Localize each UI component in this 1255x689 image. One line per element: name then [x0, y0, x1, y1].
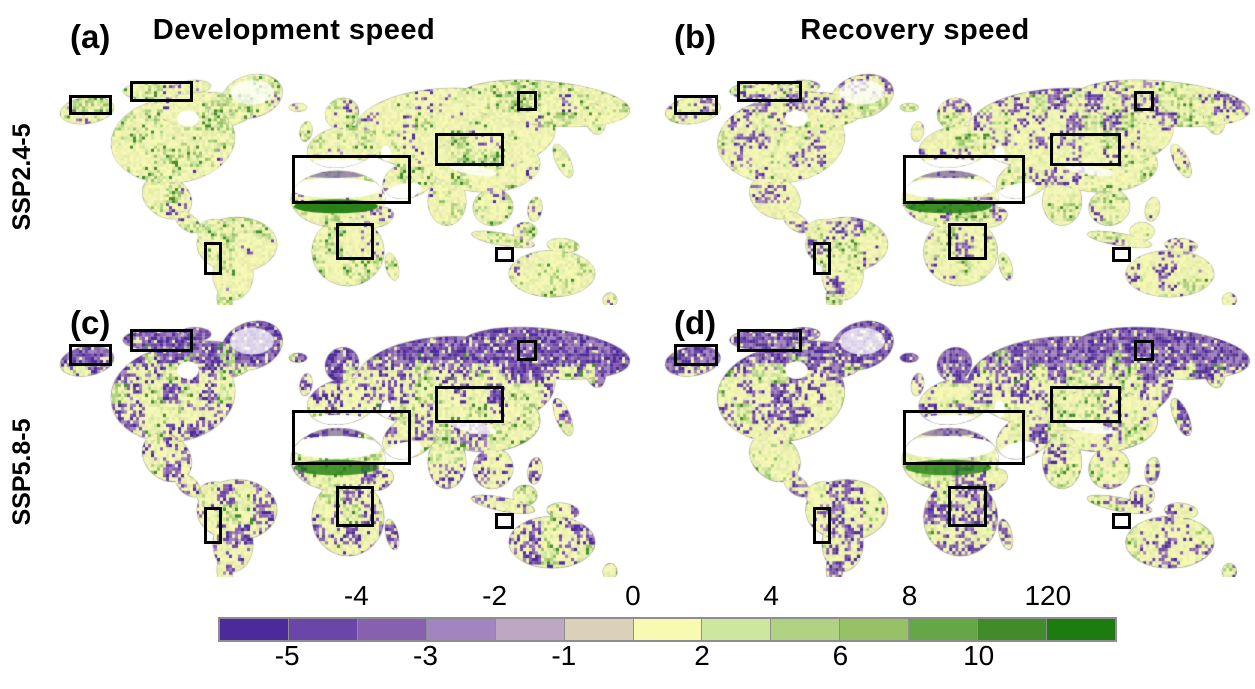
colorbar-tick--2: -2 [482, 580, 508, 611]
region-box-sahara-sahel [903, 410, 1026, 466]
world-map-canvas-b [660, 58, 1255, 305]
region-box-chile-andes [204, 241, 223, 275]
region-box-east-asia [1049, 132, 1121, 166]
row-label-ssp585: SSP5.8-5 [8, 418, 36, 526]
region-box-chile-andes [812, 241, 832, 275]
colorbar-segment-3 [426, 619, 496, 640]
column-title-development-speed: Development speed [152, 14, 436, 46]
colorbar-tick-10: 10 [963, 640, 995, 671]
colorbar-tick--3: -3 [413, 640, 438, 671]
colorbar-tick-120: 120 [1024, 580, 1072, 611]
region-box-sahara-sahel [903, 154, 1026, 205]
region-box-southern-africa [335, 486, 374, 527]
colorbar-tick-6: 6 [832, 640, 849, 671]
world-map-canvas-d [660, 303, 1255, 577]
colorbar-segment-10 [909, 619, 979, 640]
region-box-chile-andes [204, 506, 223, 544]
region-box-alaska [674, 344, 719, 366]
region-box-ne-siberia [1134, 91, 1155, 111]
region-box-east-asia [434, 385, 504, 423]
colorbar-tick-8: 8 [901, 580, 918, 611]
colorbar-segment-6 [633, 619, 703, 640]
region-box-australia [1111, 513, 1132, 529]
colorbar-segment-12 [1047, 619, 1115, 640]
colorbar-tick-2: 2 [694, 640, 710, 671]
colorbar-tick--4: -4 [343, 580, 369, 611]
colorbar-segment-9 [840, 619, 910, 640]
column-title-recovery-speed: Recovery speed [800, 14, 1030, 46]
region-box-australia [495, 247, 515, 262]
region-box-alaska [68, 344, 112, 366]
region-box-northern-canada [129, 81, 194, 103]
region-box-australia [1111, 247, 1132, 262]
colorbar-segment-7 [702, 619, 772, 640]
colorbar-segment-4 [495, 619, 565, 640]
colorbar [218, 617, 1117, 642]
colorbar-tick-4: 4 [763, 580, 780, 611]
region-box-sahara-sahel [292, 410, 412, 466]
region-box-ne-siberia [517, 91, 537, 111]
map-panel-b [660, 58, 1255, 305]
region-box-northern-canada [736, 328, 802, 353]
region-box-northern-canada [129, 328, 194, 353]
region-box-ne-siberia [517, 339, 537, 362]
map-panel-a [55, 58, 635, 305]
region-box-southern-africa [947, 486, 988, 527]
colorbar-tick--1: -1 [551, 640, 577, 671]
colorbar-segment-5 [564, 619, 634, 640]
colorbar-tick--5: -5 [274, 640, 300, 671]
region-box-east-asia [434, 132, 504, 166]
row-label-ssp245: SSP2.4-5 [8, 123, 36, 231]
region-box-alaska [68, 95, 112, 115]
region-box-southern-africa [335, 223, 374, 260]
region-box-chile-andes [812, 506, 832, 544]
world-map-canvas-a [55, 58, 635, 305]
map-panel-d [660, 303, 1255, 577]
colorbar-segment-11 [978, 619, 1048, 640]
region-box-southern-africa [947, 223, 988, 260]
colorbar-segment-2 [357, 619, 427, 640]
region-box-alaska [674, 95, 719, 115]
map-panel-c [55, 303, 635, 577]
colorbar-segment-0 [220, 619, 289, 640]
panel-letter-b: (b) [674, 18, 717, 55]
colorbar-segment-8 [771, 619, 841, 640]
colorbar-segment-1 [288, 619, 358, 640]
colorbar-tick-0: 0 [625, 580, 641, 611]
region-box-northern-canada [736, 81, 802, 103]
panel-letter-a: (a) [70, 18, 111, 55]
region-box-australia [495, 513, 515, 529]
region-box-east-asia [1049, 385, 1121, 423]
world-map-canvas-c [55, 303, 635, 577]
region-box-ne-siberia [1134, 339, 1155, 362]
region-box-sahara-sahel [292, 154, 412, 205]
